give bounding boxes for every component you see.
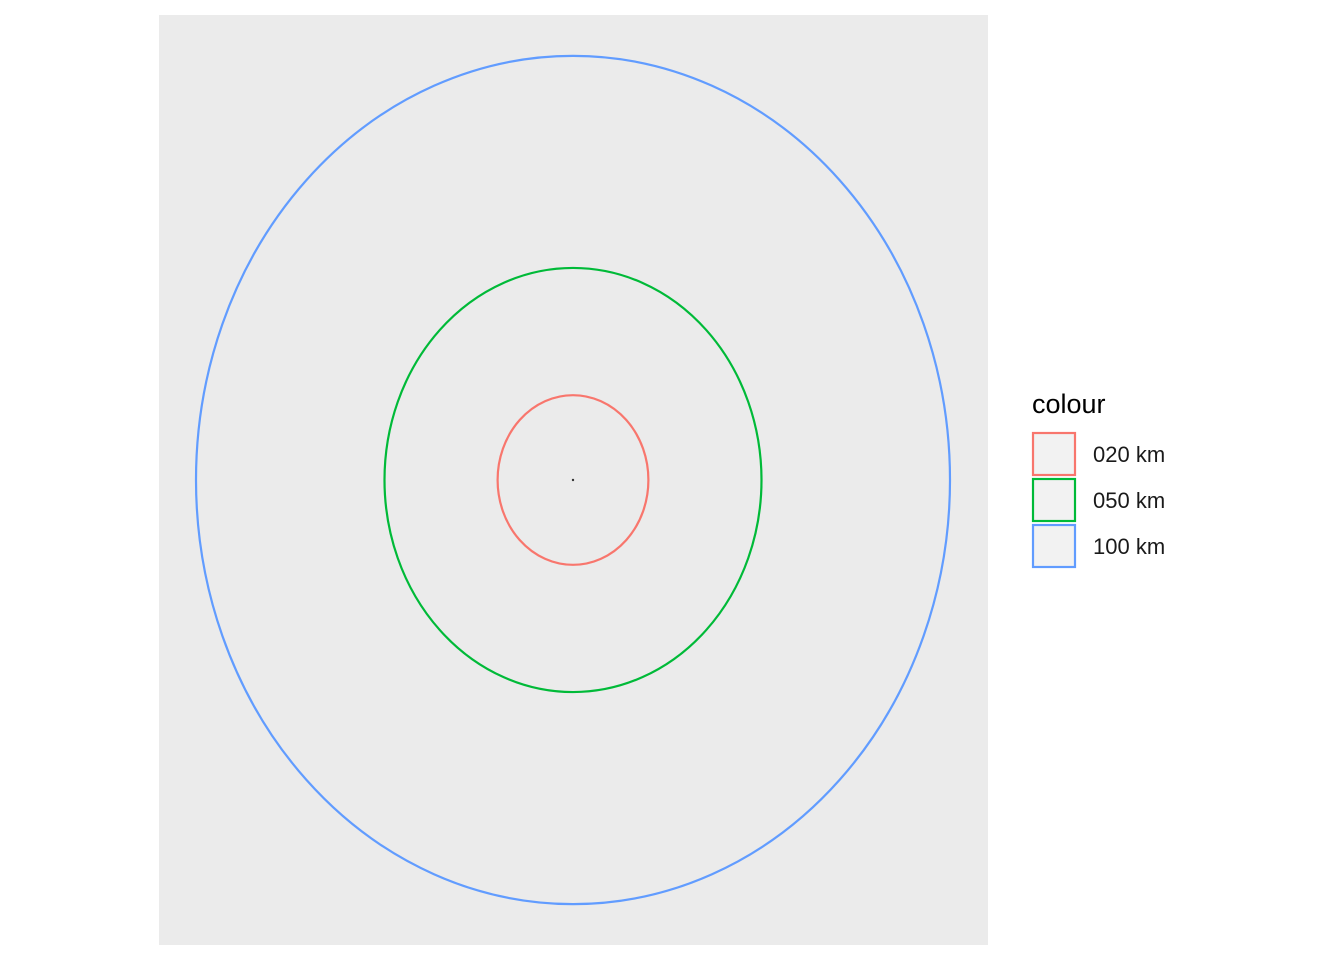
buffer-rings	[194, 54, 952, 906]
legend-label-100-km: 100 km	[1093, 534, 1165, 559]
legend-key-020-km	[1031, 431, 1077, 477]
legend-keys: 020 km 050 km 100 km	[1031, 431, 1165, 569]
legend-key-050-km	[1031, 477, 1077, 523]
legend-key-100-km	[1031, 523, 1077, 569]
legend: colour 020 km 050 km 100 km	[1031, 389, 1165, 569]
ring-050-km	[383, 266, 763, 694]
ring-100-km	[194, 54, 952, 906]
ring-020-km	[496, 394, 650, 566]
legend-label-050-km: 050 km	[1093, 488, 1165, 513]
center-point	[571, 478, 575, 482]
legend-title: colour	[1032, 389, 1106, 419]
legend-label-020-km: 020 km	[1093, 442, 1165, 467]
